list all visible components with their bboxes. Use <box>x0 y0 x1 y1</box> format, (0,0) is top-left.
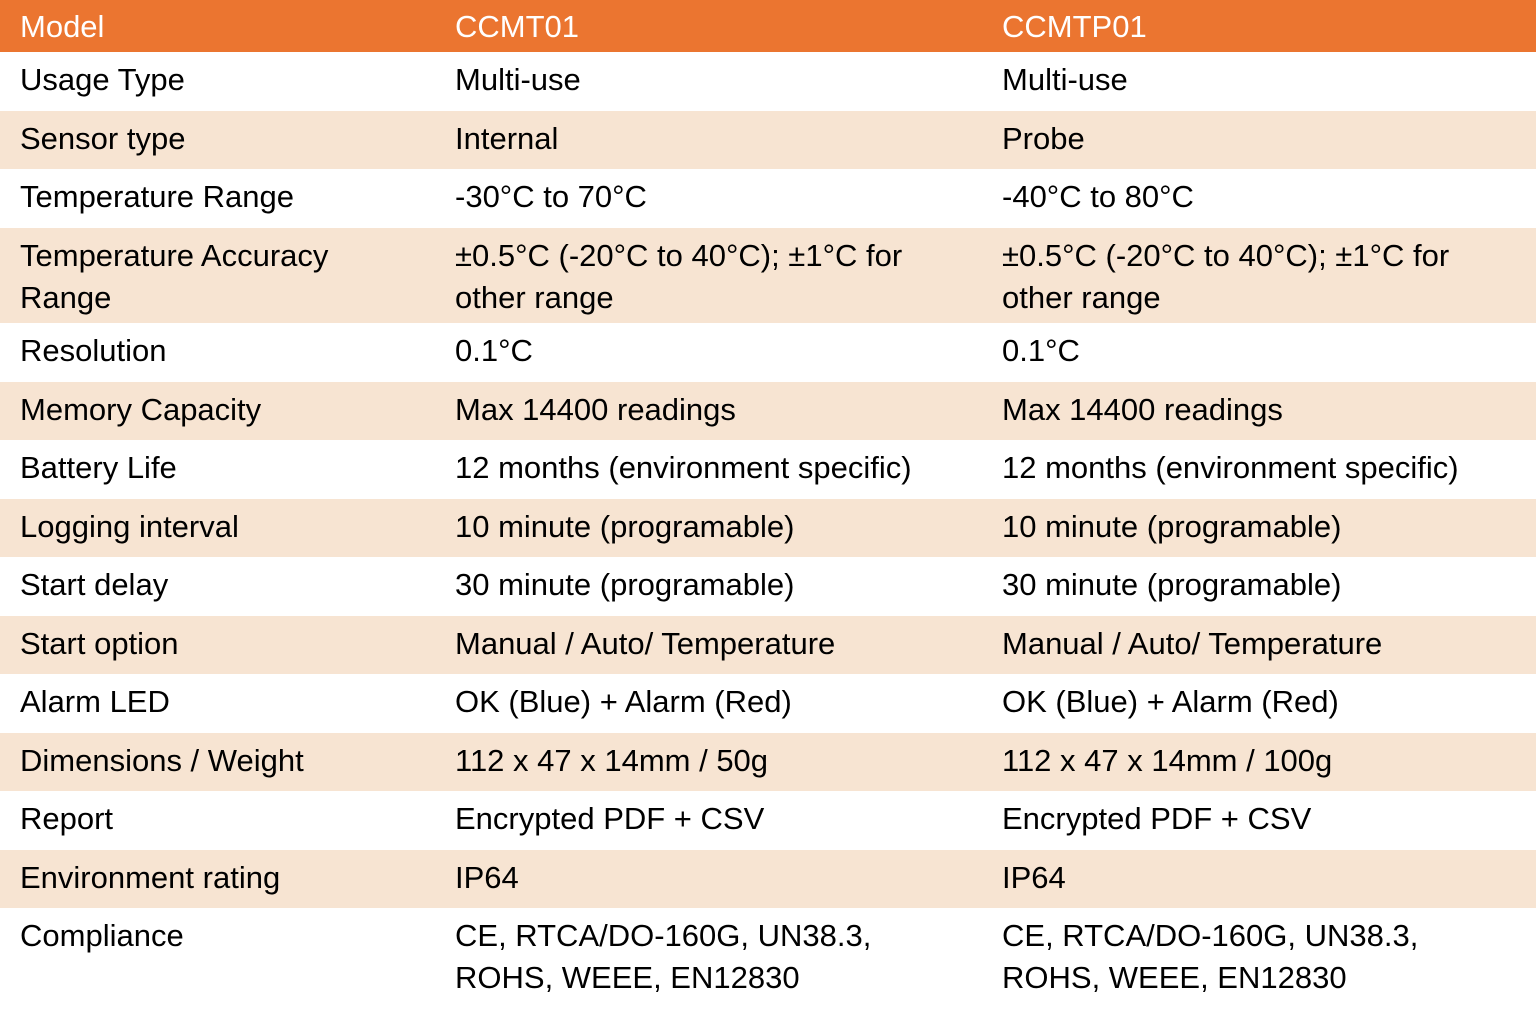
table-row: Start option Manual / Auto/ Temperature … <box>0 616 1536 674</box>
row-value-ccmtp01: 112 x 47 x 14mm / 100g <box>1002 743 1333 778</box>
header-model-label: Model <box>20 9 105 44</box>
row-value-ccmtp01: Probe <box>1002 121 1085 156</box>
row-value-ccmt01: IP64 <box>455 860 519 895</box>
table-header-row: Model CCMT01 CCMTP01 <box>0 0 1536 52</box>
row-value-ccmtp01: 10 minute (programable) <box>1002 509 1342 544</box>
row-value-ccmtp01: IP64 <box>1002 860 1066 895</box>
row-value-ccmt01: 30 minute (programable) <box>455 567 795 602</box>
row-value-ccmtp01: Encrypted PDF + CSV <box>1002 801 1312 836</box>
row-value-ccmtp01: OK (Blue) + Alarm (Red) <box>1002 684 1339 719</box>
table-row: Memory Capacity Max 14400 readings Max 1… <box>0 382 1536 440</box>
row-value-ccmtp01: ±0.5°C (-20°C to 40°C); ±1°C for other r… <box>1002 238 1450 315</box>
table-row: Dimensions / Weight 112 x 47 x 14mm / 50… <box>0 733 1536 791</box>
row-value-ccmtp01: -40°C to 80°C <box>1002 179 1194 214</box>
table-row: Temperature Accuracy Range ±0.5°C (-20°C… <box>0 228 1536 323</box>
table-row: Start delay 30 minute (programable) 30 m… <box>0 557 1536 616</box>
row-value-ccmtp01: Manual / Auto/ Temperature <box>1002 626 1383 661</box>
header-ccmtp01: CCMTP01 <box>1002 9 1147 44</box>
row-value-ccmtp01: 30 minute (programable) <box>1002 567 1342 602</box>
row-label: Compliance <box>20 918 184 953</box>
row-label: Battery Life <box>20 450 177 485</box>
row-value-ccmt01: CE, RTCA/DO-160G, UN38.3, ROHS, WEEE, EN… <box>455 918 872 995</box>
table-row: Logging interval 10 minute (programable)… <box>0 499 1536 557</box>
row-label: Report <box>20 801 114 836</box>
row-label: Temperature Accuracy Range <box>20 238 329 315</box>
row-value-ccmt01: 0.1°C <box>455 333 533 368</box>
table-row: Resolution 0.1°C 0.1°C <box>0 323 1536 382</box>
row-label: Sensor type <box>20 121 186 156</box>
table-row: Temperature Range -30°C to 70°C -40°C to… <box>0 169 1536 228</box>
row-label: Resolution <box>20 333 167 368</box>
header-ccmt01: CCMT01 <box>455 9 580 44</box>
row-label: Logging interval <box>20 509 239 544</box>
row-label: Start option <box>20 626 179 661</box>
table-row: Report Encrypted PDF + CSV Encrypted PDF… <box>0 791 1536 850</box>
row-label: Temperature Range <box>20 179 294 214</box>
row-value-ccmt01: 10 minute (programable) <box>455 509 795 544</box>
row-value-ccmt01: ±0.5°C (-20°C to 40°C); ±1°C for other r… <box>455 238 903 315</box>
row-value-ccmtp01: CE, RTCA/DO-160G, UN38.3, ROHS, WEEE, EN… <box>1002 918 1419 995</box>
row-value-ccmt01: Internal <box>455 121 559 156</box>
table-row: Battery Life 12 months (environment spec… <box>0 440 1536 499</box>
row-value-ccmtp01: Max 14400 readings <box>1002 392 1283 427</box>
row-value-ccmtp01: Multi-use <box>1002 62 1128 97</box>
row-label: Dimensions / Weight <box>20 743 304 778</box>
row-value-ccmt01: Manual / Auto/ Temperature <box>455 626 836 661</box>
row-label: Usage Type <box>20 62 185 97</box>
row-label: Start delay <box>20 567 169 602</box>
row-value-ccmt01: 112 x 47 x 14mm / 50g <box>455 743 769 778</box>
row-label: Environment rating <box>20 860 281 895</box>
row-value-ccmt01: Encrypted PDF + CSV <box>455 801 765 836</box>
table-row: Sensor type Internal Probe <box>0 111 1536 169</box>
row-value-ccmt01: Multi-use <box>455 62 581 97</box>
row-value-ccmt01: -30°C to 70°C <box>455 179 647 214</box>
row-label: Memory Capacity <box>20 392 262 427</box>
row-value-ccmt01: 12 months (environment specific) <box>455 450 912 485</box>
row-value-ccmt01: Max 14400 readings <box>455 392 736 427</box>
table-row: Environment rating IP64 IP64 <box>0 850 1536 908</box>
row-value-ccmtp01: 12 months (environment specific) <box>1002 450 1459 485</box>
table-row: Usage Type Multi-use Multi-use <box>0 52 1536 111</box>
table-row: Alarm LED OK (Blue) + Alarm (Red) OK (Bl… <box>0 674 1536 733</box>
row-value-ccmtp01: 0.1°C <box>1002 333 1080 368</box>
row-value-ccmt01: OK (Blue) + Alarm (Red) <box>455 684 792 719</box>
row-label: Alarm LED <box>20 684 170 719</box>
table-row: Compliance CE, RTCA/DO-160G, UN38.3, ROH… <box>0 908 1536 1012</box>
